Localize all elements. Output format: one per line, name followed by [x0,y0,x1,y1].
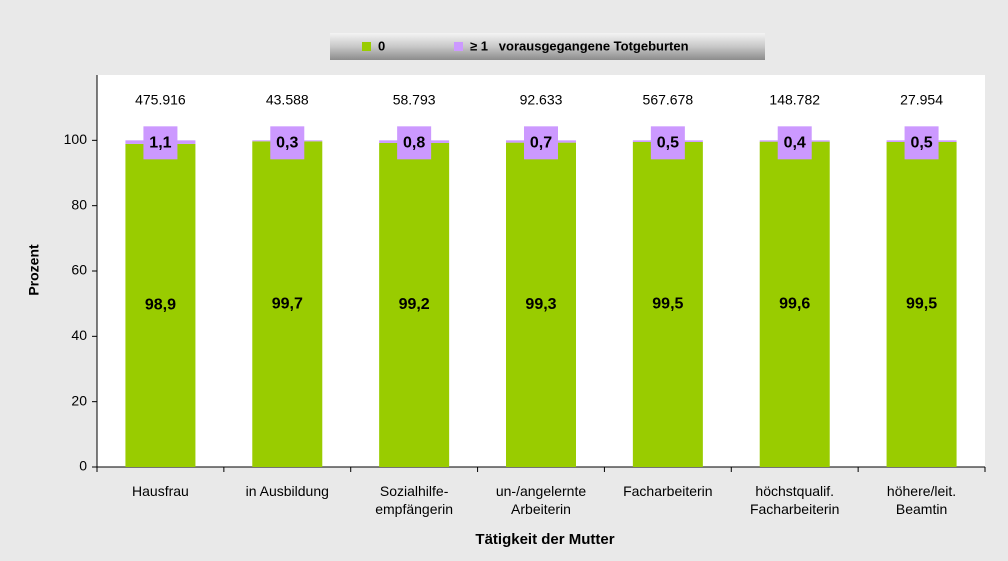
total-label: 27.954 [900,92,943,108]
bar-segment [125,143,196,467]
legend [330,33,765,60]
x-tick-label: Hausfrau [132,483,189,499]
y-tick-label: 40 [71,327,87,343]
value-label: 0,5 [657,135,679,152]
value-label-box [777,126,812,160]
total-label: 148.782 [769,92,820,108]
legend-label: ≥ 1 vorausgegangene Totgeburten [470,38,689,53]
x-tick-label-line: höchstqualif. [755,483,834,499]
y-tick-label: 80 [71,196,87,212]
bar-segment [252,141,323,467]
value-label-box [524,126,558,160]
x-tick-label-line: Sozialhilfe- [380,483,449,499]
x-tick-label-line: in Ausbildung [246,483,329,499]
x-tick-label: höchstqualif. Facharbeiterin [750,483,840,517]
x-axis-title: Tätigkeit der Mutter [475,531,614,548]
value-label: 99,6 [779,296,810,313]
value-label: 0,3 [276,135,298,152]
value-label: 99,2 [399,296,430,313]
y-tick-label: 60 [71,262,87,278]
value-label: 0,8 [403,135,425,152]
x-tick-label-line: Facharbeiterin [750,501,840,517]
legend-swatch [362,42,371,51]
x-tick-label-line: un-/angelernte [496,483,587,499]
x-tick-label: Sozialhilfe-empfängerin [375,483,453,517]
bar-segment [886,141,957,467]
value-label: 0,4 [784,135,806,152]
y-tick-label: 20 [71,392,87,408]
x-tick-label-line: Arbeiterin [511,501,571,517]
total-label: 58.793 [393,92,436,108]
value-label: 1,1 [149,135,171,152]
total-label: 475.916 [135,92,186,108]
x-tick-label: in Ausbildung [246,483,329,499]
x-tick-label-line: Facharbeiterin [623,483,713,499]
y-axis-title: Prozent [26,244,42,296]
value-label: 99,3 [525,296,556,313]
y-tick-label: 0 [79,458,87,474]
bar-segment [632,141,703,467]
value-label: 99,7 [272,295,303,312]
total-label: 92.633 [520,92,563,108]
legend-swatch [454,42,463,51]
value-label-box [904,126,939,160]
x-tick-label-line: Hausfrau [132,483,189,499]
y-tick-label: 100 [64,131,88,147]
x-tick-label-line: Beamtin [896,501,947,517]
value-label: 99,5 [906,296,937,313]
bar-segment [759,141,830,467]
value-label: 99,5 [652,296,683,313]
total-label: 567.678 [643,92,694,108]
legend-label: 0 [378,38,385,53]
bar-segment [506,142,576,467]
value-label-box [397,126,432,160]
x-tick-label-line: empfängerin [375,501,453,517]
total-label: 43.588 [266,92,309,108]
x-tick-label: höhere/leit. Beamtin [887,483,956,517]
value-label-box [650,126,685,160]
value-label: 0,7 [530,135,552,152]
x-tick-label: Facharbeiterin [623,483,713,499]
value-label-box [143,126,178,160]
value-label: 98,9 [145,297,176,314]
value-label-box [270,126,305,160]
value-label: 0,5 [910,135,932,152]
x-tick-label: un-/angelernte Arbeiterin [496,483,587,517]
x-tick-label-line: höhere/leit. [887,483,956,499]
bar-segment [379,142,450,468]
